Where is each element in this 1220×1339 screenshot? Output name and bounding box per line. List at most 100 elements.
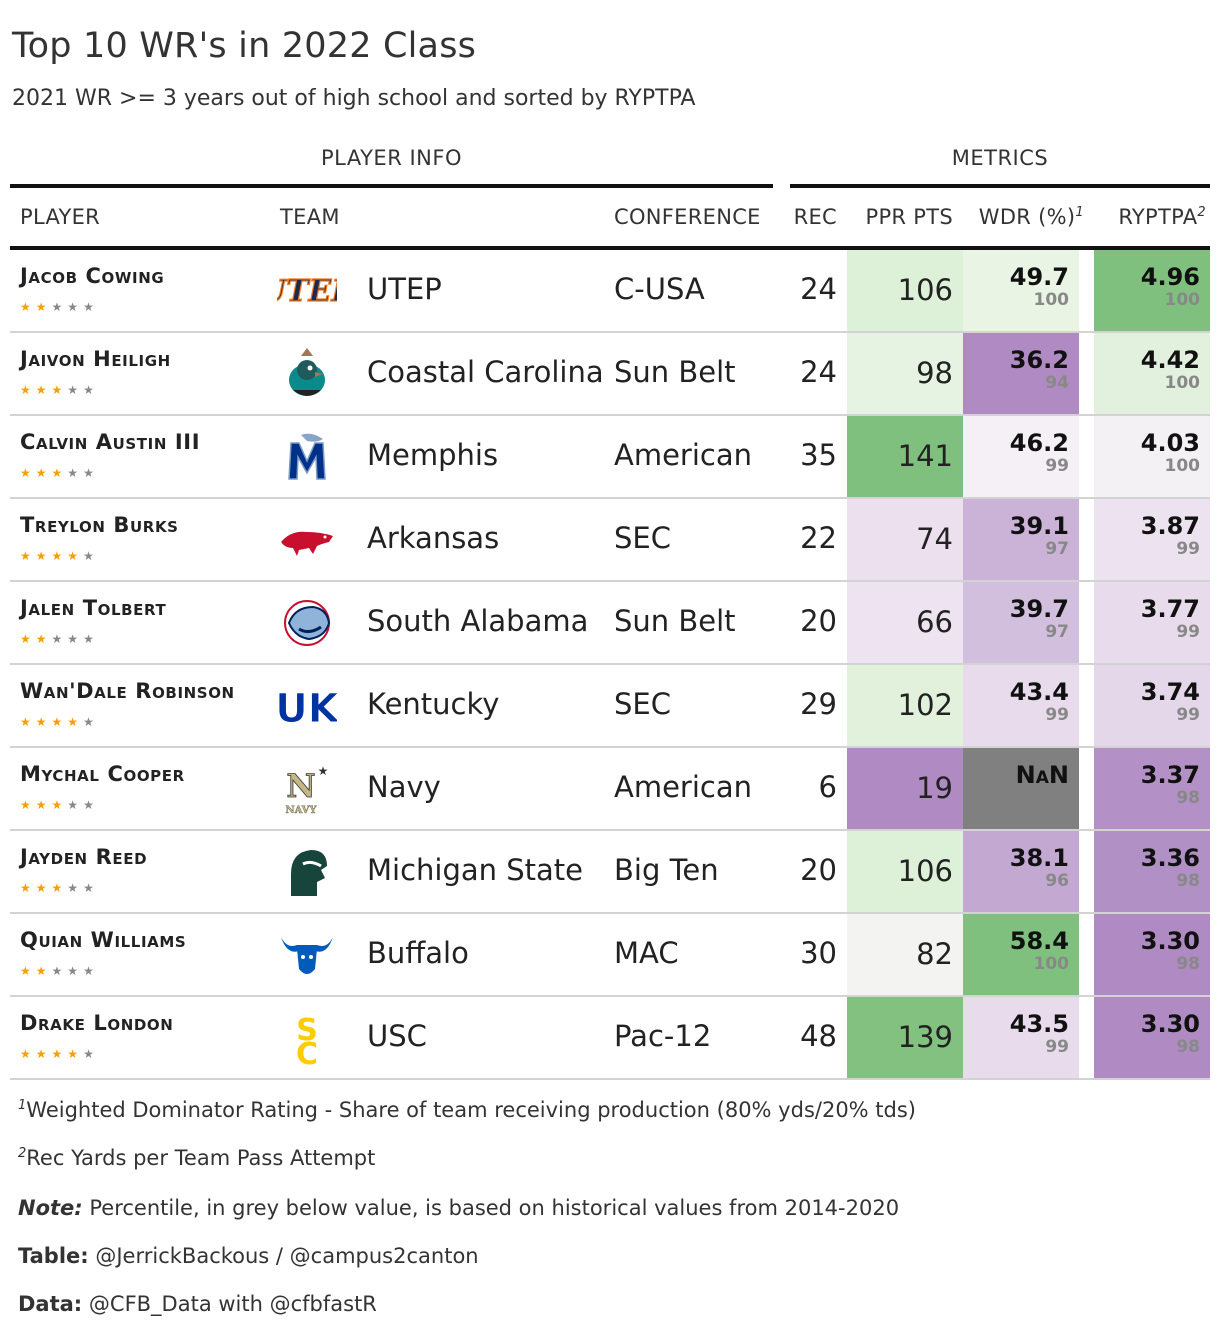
column-header-ryptpa: RYPTPA2 [1094,205,1206,229]
footnote-2-mark: 2 [18,1146,27,1161]
wdr-percentile: 97 [1045,622,1069,642]
conference: SEC [614,521,671,555]
spanner-rule-player-info [10,184,773,188]
svg-text:NAVY: NAVY [285,805,317,816]
ppr-points: 98 [847,333,963,414]
ryptpa-percentile: 98 [1176,954,1200,974]
table-credit-text: @JerrickBackous / @campus2canton [95,1244,479,1268]
wdr-value: NaN [1015,761,1069,789]
footnote-1-mark: 1 [18,1098,27,1113]
team-name: Navy [367,770,441,804]
footnote-1-text: Weighted Dominator Rating - Share of tea… [26,1098,917,1122]
ryptpa-cell: 4.42 100 [1094,333,1210,414]
conference: American [614,438,753,472]
column-header-rec: REC [793,205,837,229]
table-row: Jalen Tolbert ★★★★★ South Alabama Sun Belt 2… [10,582,1210,665]
tiger-logo [276,428,338,486]
player-name: Wan'Dale Robinson [20,679,235,703]
wdr-percentile: 99 [1045,705,1069,725]
wdr-value: 36.2 [1009,346,1069,374]
spanner-rule-metrics [790,184,1210,188]
ryptpa-cell: 3.36 98 [1094,831,1210,912]
column-header-player: PLAYER [20,205,101,229]
ryptpa-value: 3.36 [1140,844,1200,872]
player-name: Mychal Cooper [20,762,185,786]
ryptpa-value: 3.30 [1140,1010,1200,1038]
ryptpa-percentile: 100 [1164,373,1201,393]
source-note: Note: Percentile, in grey below value, i… [18,1196,899,1220]
wdr-percentile: 100 [1033,954,1070,974]
data-credit-text: @CFB_Data with @cfbfastR [88,1292,377,1316]
ppr-points: 106 [847,250,963,331]
column-header-team: TEAM [280,205,340,229]
jaguar-logo [276,594,338,652]
wdr-cell: NaN [963,748,1079,829]
wdr-value: 39.1 [1009,512,1069,540]
ryptpa-value: 3.37 [1140,761,1200,789]
wdr-cell: 58.4 100 [963,914,1079,995]
table-row: Calvin Austin III ★★★★★ Memphis American 35 1… [10,416,1210,499]
receptions: 22 [800,521,837,555]
player-name: Jaivon Heiligh [20,347,171,371]
ryptpa-cell: 3.77 99 [1094,582,1210,663]
wdr-value: 46.2 [1009,429,1069,457]
svg-text:N: N [286,767,315,805]
receptions: 20 [800,604,837,638]
table-subtitle: 2021 WR >= 3 years out of high school an… [12,86,696,111]
team-name: Coastal Carolina [367,355,604,389]
receptions: 30 [800,936,837,970]
svg-text:C: C [296,1037,318,1066]
spanner-player-info: PLAYER INFO [321,146,462,170]
wdr-percentile: 99 [1045,456,1069,476]
ryptpa-value: 3.87 [1140,512,1200,540]
footnote-2-text: Rec Yards per Team Pass Attempt [26,1146,376,1170]
wdr-cell: 39.1 97 [963,499,1079,580]
table-row: Quian Williams ★★★★★ Buffalo MAC 30 82 58.4 100… [10,914,1210,997]
ryptpa-cell: 3.30 98 [1094,914,1210,995]
wdr-cell: 39.7 97 [963,582,1079,663]
conference: American [614,770,753,804]
wdr-value: 49.7 [1009,263,1069,291]
ryptpa-cell: 3.87 99 [1094,499,1210,580]
receptions: 48 [800,1019,837,1053]
column-header-wdr: WDR (%)1 [963,205,1084,229]
star-rating: ★★★★★ [20,466,99,480]
column-header-ppr: PPR PTS [865,205,953,229]
ryptpa-value: 4.03 [1140,429,1200,457]
conference: Sun Belt [614,355,736,389]
table-row: Wan'Dale Robinson ★★★★★ UK Kentucky SEC 29 102… [10,665,1210,748]
ryptpa-cell: 3.37 98 [1094,748,1210,829]
team-name: USC [367,1019,427,1053]
wdr-value: 38.1 [1009,844,1069,872]
ryptpa-value: 3.77 [1140,595,1200,623]
wdr-cell: 46.2 99 [963,416,1079,497]
receptions: 35 [800,438,837,472]
table-row: Treylon Burks ★★★★★ Arkansas SEC 22 74 39.1 97 3… [10,499,1210,582]
ryptpa-percentile: 98 [1176,788,1200,808]
chanticleer-logo [276,345,338,403]
table-credit: Table: @JerrickBackous / @campus2canton [18,1244,479,1268]
wdr-footnote-mark: 1 [1075,205,1084,220]
ppr-points: 19 [847,748,963,829]
ppr-points: 139 [847,997,963,1078]
receptions: 24 [800,272,837,306]
player-name: Drake London [20,1011,174,1035]
wdr-value: 58.4 [1009,927,1069,955]
svg-text:UTEP: UTEP [277,274,337,309]
star-rating: ★★★★★ [20,300,99,314]
team-name: Kentucky [367,687,500,721]
star-rating: ★★★★★ [20,549,99,563]
ppr-points: 141 [847,416,963,497]
ryptpa-cell: 4.03 100 [1094,416,1210,497]
conference: SEC [614,687,671,721]
wdr-percentile: 94 [1045,373,1069,393]
ryptpa-cell: 4.96 100 [1094,250,1210,331]
wdr-cell: 36.2 94 [963,333,1079,414]
receptions: 20 [800,853,837,887]
ryptpa-percentile: 98 [1176,1037,1200,1057]
table-row: Jacob Cowing★★★★★UTEPUTEPC-USA2410649.71… [10,250,1210,333]
wdr-cell: 38.1 96 [963,831,1079,912]
razorback-logo [276,511,338,569]
svg-text:UK: UK [277,686,337,732]
